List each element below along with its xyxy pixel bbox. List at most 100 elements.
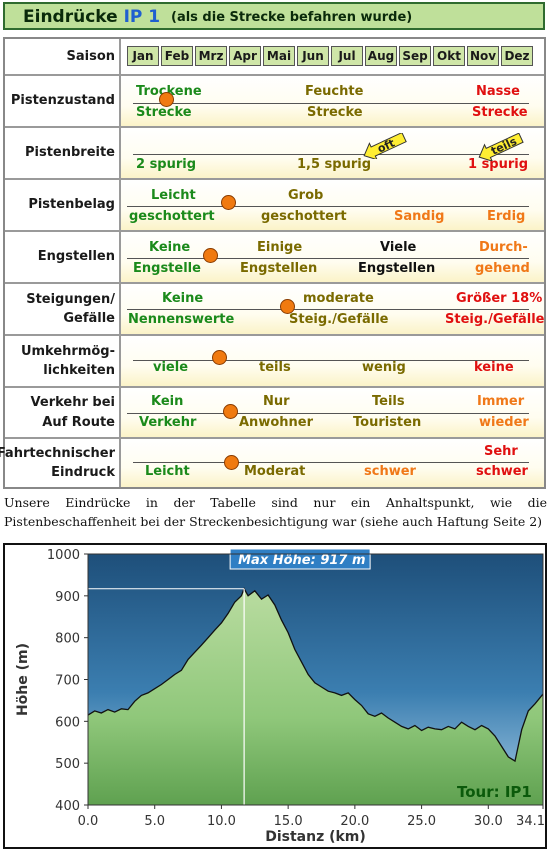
- cell-text: Touristen: [353, 415, 422, 430]
- y-tick-label: 700: [55, 674, 80, 689]
- row-pistenbelag: Pistenbelag Leicht geschottert Grob gesc…: [5, 180, 544, 232]
- arrow-flag-teils: teils: [478, 133, 524, 161]
- month-mai: Mai: [263, 46, 295, 66]
- title-prefix: Eindrücke: [23, 7, 118, 27]
- arrow-flag-oft: oft: [363, 133, 407, 159]
- rating-marker: [203, 248, 218, 263]
- cell-text: Steig./Gefälle: [289, 312, 389, 327]
- month-jun: Jun: [297, 46, 329, 66]
- month-aug: Aug: [365, 46, 397, 66]
- cell-text: Nur: [263, 394, 290, 409]
- x-tick-label: 20.0: [340, 814, 369, 829]
- disclaimer-note: Unsere Eindrücke in der Tabelle sind nur…: [4, 495, 547, 529]
- cell-text: keine: [474, 360, 514, 375]
- y-axis: 400 500 600 700 800 900 1000: [47, 548, 88, 814]
- cell-text: 2 spurig: [136, 157, 197, 172]
- y-axis-label: Höhe (m): [15, 643, 31, 716]
- rating-marker: [223, 404, 238, 419]
- month-jan: Jan: [127, 46, 159, 66]
- rating-marker: [221, 195, 236, 210]
- row-pistenzustand: Pistenzustand Trockene Strecke Feuchte S…: [5, 76, 544, 128]
- row-label: Pistenbreite: [5, 128, 121, 178]
- scale-line: [133, 360, 529, 361]
- tour-label: Tour: IP1: [457, 783, 532, 801]
- cell-text: Sandig: [394, 209, 445, 224]
- title-ip: IP 1: [123, 7, 161, 27]
- x-tick-label: 0.0: [78, 814, 99, 829]
- month-mrz: Mrz: [195, 46, 227, 66]
- row-pistenbreite: Pistenbreite 2 spurig 1,5 spurig 1 spuri…: [5, 128, 544, 180]
- cell-text: Größer 18%: [456, 291, 543, 306]
- y-tick-label: 900: [55, 590, 80, 605]
- elevation-area: [88, 588, 543, 805]
- scale-line: [133, 154, 529, 155]
- cell-text: Trockene: [136, 84, 202, 99]
- cell-text: wenig: [362, 360, 406, 375]
- row-engstellen: Engstellen Keine Engstelle Einige Engste…: [5, 232, 544, 284]
- cell-text: Engstellen: [358, 261, 436, 276]
- row-label-saison: Saison: [5, 39, 121, 74]
- annotation-label: Max Höhe: 917 m: [238, 553, 365, 568]
- rating-marker: [159, 92, 174, 107]
- cell-text: moderate: [303, 291, 374, 306]
- y-tick-label: 400: [55, 799, 80, 814]
- x-tick-label: 34.1: [516, 814, 545, 829]
- row-label: Engstellen: [5, 232, 121, 282]
- flag-label: teils: [489, 134, 519, 157]
- month-nov: Nov: [467, 46, 499, 66]
- month-sep: Sep: [399, 46, 431, 66]
- scale-line: [127, 206, 529, 207]
- cell-text: Grob: [288, 188, 324, 203]
- row-label: Verkehr bei Auf Route: [5, 388, 121, 437]
- plot-frame: [87, 553, 544, 806]
- x-tick-label: 30.0: [474, 814, 503, 829]
- row-label: Fahrtechnischer Eindruck: [0, 439, 121, 487]
- cell-text: Engstellen: [240, 261, 318, 276]
- scale-line: [127, 309, 529, 310]
- assessment-table: Saison Jan Feb Mrz Apr Mai Jun Jul Aug S…: [0, 37, 546, 489]
- y-tick-label: 500: [55, 757, 80, 772]
- cell-text: Nasse: [476, 84, 520, 99]
- row-label: Steigungen/Gefälle: [5, 284, 121, 334]
- cell-text: Durch-: [479, 240, 528, 255]
- y-tick-label: 800: [55, 632, 80, 647]
- cell-text: Strecke: [307, 105, 363, 120]
- scale-line: [133, 103, 529, 104]
- cell-text: Leicht: [145, 464, 190, 479]
- elevation-chart-svg: Max Höhe: 917 m Tour: IP1 400 500 600 700 80…: [15, 548, 545, 845]
- cell-text: Leicht: [151, 188, 196, 203]
- x-tick-label: 15.0: [274, 814, 303, 829]
- x-tick-label: 10.0: [207, 814, 236, 829]
- cell-text: Teils: [372, 394, 405, 409]
- cell-text: Engstelle: [133, 261, 201, 276]
- row-saison: Saison Jan Feb Mrz Apr Mai Jun Jul Aug S…: [5, 39, 544, 76]
- cell-text: Keine: [149, 240, 191, 255]
- cell-text: geschottert: [129, 209, 215, 224]
- y-tick-label: 1000: [47, 548, 80, 563]
- x-axis: 0.0 5.0 10.0 15.0 20.0 25.0 30.0 34.1: [78, 805, 545, 829]
- scale-line: [133, 462, 529, 463]
- cell-text: Steig./Gefälle: [445, 312, 545, 327]
- x-tick-label: 25.0: [407, 814, 436, 829]
- cell-text: Immer: [477, 394, 525, 409]
- scale-line: [127, 258, 529, 259]
- month-feb: Feb: [161, 46, 193, 66]
- month-list: Jan Feb Mrz Apr Mai Jun Jul Aug Sep Okt …: [127, 46, 533, 66]
- cell-text: 1 spurig: [468, 157, 529, 172]
- page-title: Eindrücke IP 1: [23, 7, 160, 27]
- row-steigungen: Steigungen/Gefälle Keine Nennenswerte mo…: [5, 284, 545, 336]
- cell-text: schwer: [364, 464, 416, 479]
- month-apr: Apr: [229, 46, 261, 66]
- elevation-chart: Max Höhe: 917 m Tour: IP1 400 500 600 700 80…: [3, 543, 547, 849]
- cell-text: Sehr: [484, 444, 518, 459]
- cell-text: wieder: [479, 415, 529, 430]
- y-tick-label: 600: [55, 715, 80, 730]
- max-height-annotation: Max Höhe: 917 m: [229, 548, 371, 570]
- cell-text: geschottert: [261, 209, 347, 224]
- cell-text: viele: [153, 360, 189, 375]
- x-tick-label: 5.0: [144, 814, 165, 829]
- elevation-line: [87, 587, 544, 763]
- cell-text: Strecke: [472, 105, 528, 120]
- cell-text: 1,5 spurig: [297, 157, 372, 172]
- row-label: Umkehrmög-lichkeiten: [5, 336, 121, 386]
